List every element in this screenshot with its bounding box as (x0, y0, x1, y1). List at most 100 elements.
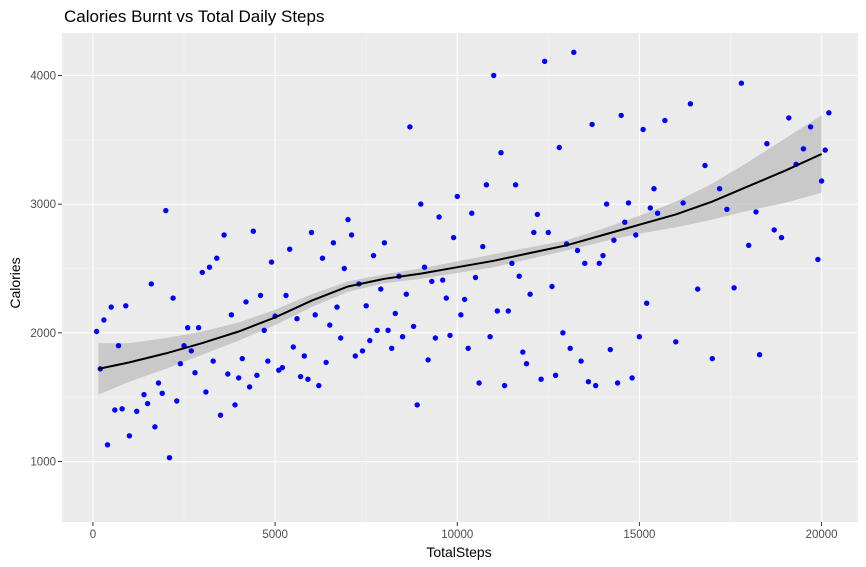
data-point (458, 312, 464, 318)
data-point (392, 310, 398, 317)
data-point (815, 256, 821, 263)
data-point (246, 384, 253, 390)
data-point (418, 201, 424, 207)
data-point (603, 201, 610, 207)
data-point (680, 200, 686, 206)
data-point (469, 210, 475, 216)
x-tick-label: 5000 (262, 529, 288, 541)
data-point (614, 380, 621, 386)
data-point (596, 260, 602, 266)
data-point (589, 121, 595, 128)
data-point (177, 361, 184, 367)
x-tick-label: 0 (90, 529, 96, 541)
data-point (348, 232, 355, 238)
data-points (93, 49, 832, 461)
data-point (756, 352, 763, 358)
data-point (607, 346, 613, 353)
data-point (778, 234, 785, 241)
data-point (702, 162, 708, 169)
data-point (421, 264, 428, 270)
data-point (134, 408, 140, 414)
data-point (636, 334, 643, 340)
data-point (199, 269, 205, 276)
data-point (520, 349, 526, 355)
confidence-band (98, 115, 822, 395)
data-point (800, 146, 807, 152)
data-point (764, 141, 770, 147)
data-point (254, 372, 260, 378)
data-point (738, 80, 745, 86)
data-point (600, 252, 606, 259)
data-point (822, 147, 828, 153)
data-point (556, 144, 562, 151)
data-point (115, 343, 122, 349)
data-point (228, 312, 235, 318)
data-point (265, 358, 271, 364)
data-point (414, 402, 420, 408)
plot-panel (62, 33, 858, 522)
data-point (370, 252, 377, 259)
data-point (716, 186, 723, 192)
data-point (611, 237, 617, 243)
data-point (174, 398, 180, 404)
data-point (225, 371, 231, 377)
data-point (695, 286, 701, 292)
data-point (341, 265, 347, 272)
y-tick-label: 4000 (30, 70, 56, 82)
data-point (505, 308, 511, 314)
data-point (93, 328, 100, 335)
chart-title: Calories Burnt vs Total Daily Steps (64, 7, 324, 26)
data-point (221, 232, 227, 238)
data-point (217, 412, 224, 418)
data-point (312, 312, 318, 318)
data-point (119, 406, 125, 412)
y-axis-title: Calories (7, 257, 23, 308)
data-point (549, 283, 555, 290)
data-point (647, 205, 653, 211)
data-point (436, 214, 442, 220)
data-point (261, 327, 267, 333)
data-point (403, 291, 409, 297)
data-point (385, 327, 391, 333)
data-point (363, 303, 369, 309)
data-point (807, 124, 814, 130)
data-point (625, 200, 632, 206)
data-point (542, 58, 548, 64)
data-point (447, 332, 453, 339)
data-point (629, 375, 635, 381)
data-point (323, 359, 329, 366)
data-point (654, 210, 661, 216)
data-point (560, 330, 566, 336)
data-point (112, 407, 118, 413)
data-point (163, 207, 169, 214)
data-point (399, 334, 406, 340)
data-point (567, 345, 573, 351)
y-tick-label: 1000 (30, 457, 56, 469)
data-point (108, 304, 114, 310)
data-point (359, 348, 366, 354)
data-point (206, 264, 213, 270)
data-point (753, 209, 759, 215)
data-point (818, 178, 825, 184)
data-point (618, 112, 624, 119)
data-point (746, 242, 752, 248)
data-point (622, 219, 628, 225)
data-point (440, 277, 446, 283)
data-point (651, 186, 657, 192)
data-point (574, 247, 581, 254)
data-point (709, 355, 715, 362)
data-point (192, 370, 198, 376)
data-point (407, 124, 413, 130)
data-point (501, 382, 508, 389)
x-tick-label: 20000 (806, 529, 838, 541)
data-point (294, 316, 300, 322)
data-point (239, 355, 245, 362)
data-point (523, 361, 530, 367)
data-point (144, 400, 151, 407)
y-tick-label: 2000 (30, 328, 56, 340)
data-point (257, 292, 264, 299)
x-tick-label: 10000 (441, 529, 473, 541)
data-point (771, 227, 777, 233)
data-point (123, 303, 129, 309)
data-point (538, 376, 544, 382)
